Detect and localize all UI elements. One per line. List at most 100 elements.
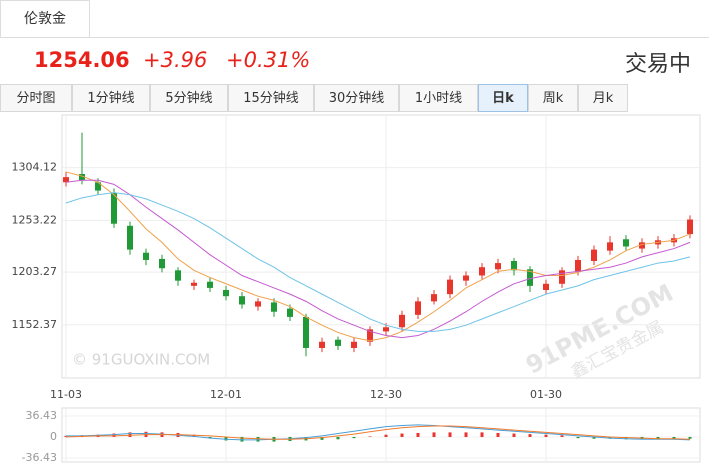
macd-bar [544, 434, 548, 437]
macd-bar [256, 436, 260, 442]
macd-bar [240, 436, 244, 442]
candle-body [511, 260, 517, 271]
macd-bar [480, 432, 484, 437]
candle-body [479, 267, 485, 276]
candle-body [351, 341, 357, 348]
candle-body [63, 177, 69, 183]
y-tick-label: 1152.37 [12, 318, 58, 331]
candle-body [175, 270, 181, 281]
candle-body [591, 249, 597, 261]
macd-bar [384, 434, 388, 437]
candle-body [639, 242, 645, 249]
price: 1254.06 [34, 48, 130, 72]
candle-body [383, 327, 389, 332]
x-tick-label: 12-01 [210, 388, 242, 401]
divider [0, 37, 709, 38]
candle-body [559, 270, 565, 284]
y-tick-label: 1253.22 [12, 213, 58, 226]
candle-body [111, 192, 117, 224]
macd-bar [400, 433, 404, 437]
macd-bar [320, 436, 324, 440]
line [65, 425, 691, 440]
macd-bar [528, 434, 532, 437]
candle-body [527, 269, 533, 286]
candle-body [335, 339, 341, 346]
candle-body [207, 281, 213, 288]
macd-bar [688, 436, 692, 439]
macd-bar [64, 435, 68, 437]
candle-body [95, 182, 101, 191]
macd-bar [496, 432, 500, 437]
x-tick-label: 11-03 [50, 388, 82, 401]
x-tick-label: 12-30 [370, 388, 402, 401]
y-tick-label: 1304.12 [12, 161, 58, 174]
macd-bar [368, 436, 372, 437]
macd-bar [512, 433, 516, 437]
macd-bar [208, 436, 212, 439]
candle-body [431, 294, 437, 302]
macd-bar [192, 434, 196, 437]
candle-body [239, 296, 245, 305]
candle-body [255, 301, 261, 307]
macd-frame [61, 407, 701, 463]
macd-bar [432, 432, 436, 437]
period-tab[interactable]: 分时图 [0, 84, 72, 112]
macd-bar [448, 432, 452, 437]
instrument-tab[interactable]: 伦敦金 [0, 0, 90, 38]
macd-bar [576, 436, 580, 439]
y-tick-label: -36.43 [22, 451, 57, 464]
period-tab[interactable]: 日k [478, 84, 528, 112]
candle-body [463, 275, 469, 281]
macd-bar [672, 436, 676, 440]
macd-bar [592, 436, 596, 439]
period-tab[interactable]: 15分钟线 [228, 84, 314, 112]
candle-body [127, 225, 133, 250]
candle-body [575, 259, 581, 272]
period-tab[interactable]: 周k [528, 84, 578, 112]
candle-body [495, 263, 501, 270]
y-tick-label: 36.43 [26, 409, 58, 422]
candle-body [319, 341, 325, 348]
x-tick-label: 01-30 [530, 388, 562, 401]
macd-bar [624, 436, 628, 440]
macd-bar [656, 436, 660, 440]
candle-body [79, 174, 85, 181]
candle-body [399, 314, 405, 328]
candle-body [159, 258, 165, 269]
change-pct: +0.31% [226, 48, 311, 72]
candle-body [271, 302, 277, 312]
candle-body [223, 289, 229, 297]
candle-body [287, 308, 293, 317]
candle-body [543, 283, 549, 290]
line [66, 424, 691, 441]
macd-bar [336, 436, 340, 440]
change: +3.96 [143, 48, 208, 72]
macd-bar [224, 436, 228, 441]
y-tick-label: 0 [50, 430, 57, 443]
macd-bar [352, 436, 356, 439]
period-tab[interactable]: 月k [578, 84, 628, 112]
candle-body [367, 329, 373, 342]
line [65, 171, 691, 342]
plot-frame [61, 114, 701, 379]
macd-bar [560, 435, 564, 437]
line [65, 179, 691, 339]
macd-bar [128, 432, 132, 437]
candle-body [303, 316, 309, 348]
period-tab[interactable]: 1分钟线 [72, 84, 150, 112]
candle-body [415, 301, 421, 315]
watermark: © 91GUOXIN.COM [72, 351, 210, 369]
macd-bar [416, 432, 420, 437]
period-tab[interactable]: 30分钟线 [314, 84, 399, 112]
line [65, 192, 691, 332]
macd-bar [112, 433, 116, 437]
period-tab[interactable]: 1小时线 [399, 84, 478, 112]
candle-body [623, 239, 629, 247]
period-tab[interactable]: 5分钟线 [150, 84, 228, 112]
candle-body [607, 242, 613, 251]
y-tick-label: 1203.27 [12, 265, 58, 278]
candle-body [191, 282, 197, 286]
macd-bar [464, 432, 468, 437]
